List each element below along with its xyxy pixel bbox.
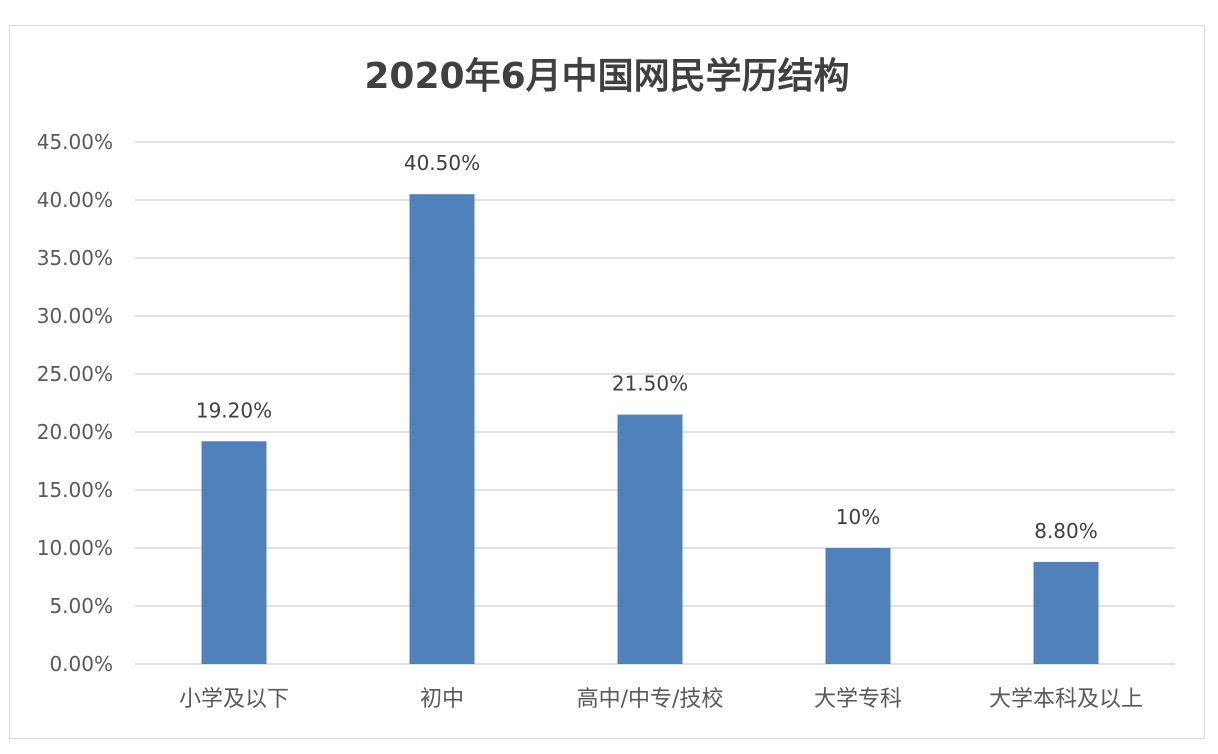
y-tick-label: 15.00% bbox=[37, 478, 113, 502]
data-label: 19.20% bbox=[196, 398, 272, 422]
chart-title: 2020年6月中国网民学历结构 bbox=[364, 55, 849, 97]
category-label: 大学本科及以上 bbox=[989, 687, 1143, 712]
bar bbox=[201, 441, 267, 664]
y-tick-label: 40.00% bbox=[37, 188, 113, 212]
x-axis-categories: 小学及以下 初中 高中/中专/技校 大学专科 大学本科及以上 bbox=[179, 687, 1143, 712]
category-label: 高中/中专/技校 bbox=[577, 687, 724, 712]
data-label: 10% bbox=[836, 505, 880, 529]
category-label: 小学及以下 bbox=[179, 687, 289, 712]
data-labels: 19.20% 40.50% 21.50% 10% 8.80% bbox=[196, 151, 1098, 543]
y-tick-label: 10.00% bbox=[37, 536, 113, 560]
category-label: 初中 bbox=[420, 687, 464, 712]
y-tick-label: 30.00% bbox=[37, 304, 113, 328]
bars bbox=[201, 194, 1099, 664]
category-label: 大学专科 bbox=[814, 687, 902, 712]
gridlines bbox=[135, 141, 1175, 665]
y-tick-label: 0.00% bbox=[49, 652, 113, 676]
data-label: 21.50% bbox=[612, 372, 688, 396]
y-tick-label: 45.00% bbox=[37, 130, 113, 154]
y-tick-label: 35.00% bbox=[37, 246, 113, 270]
bar bbox=[617, 414, 683, 664]
bar bbox=[825, 548, 891, 664]
y-tick-label: 5.00% bbox=[49, 594, 113, 618]
bar bbox=[1033, 561, 1099, 664]
bar bbox=[409, 194, 475, 664]
y-axis-ticks: 0.00% 5.00% 10.00% 15.00% 20.00% 25.00% 30.00%… bbox=[37, 130, 113, 676]
data-label: 40.50% bbox=[404, 151, 480, 175]
y-tick-label: 20.00% bbox=[37, 420, 113, 444]
y-tick-label: 25.00% bbox=[37, 362, 113, 386]
data-label: 8.80% bbox=[1034, 519, 1098, 543]
